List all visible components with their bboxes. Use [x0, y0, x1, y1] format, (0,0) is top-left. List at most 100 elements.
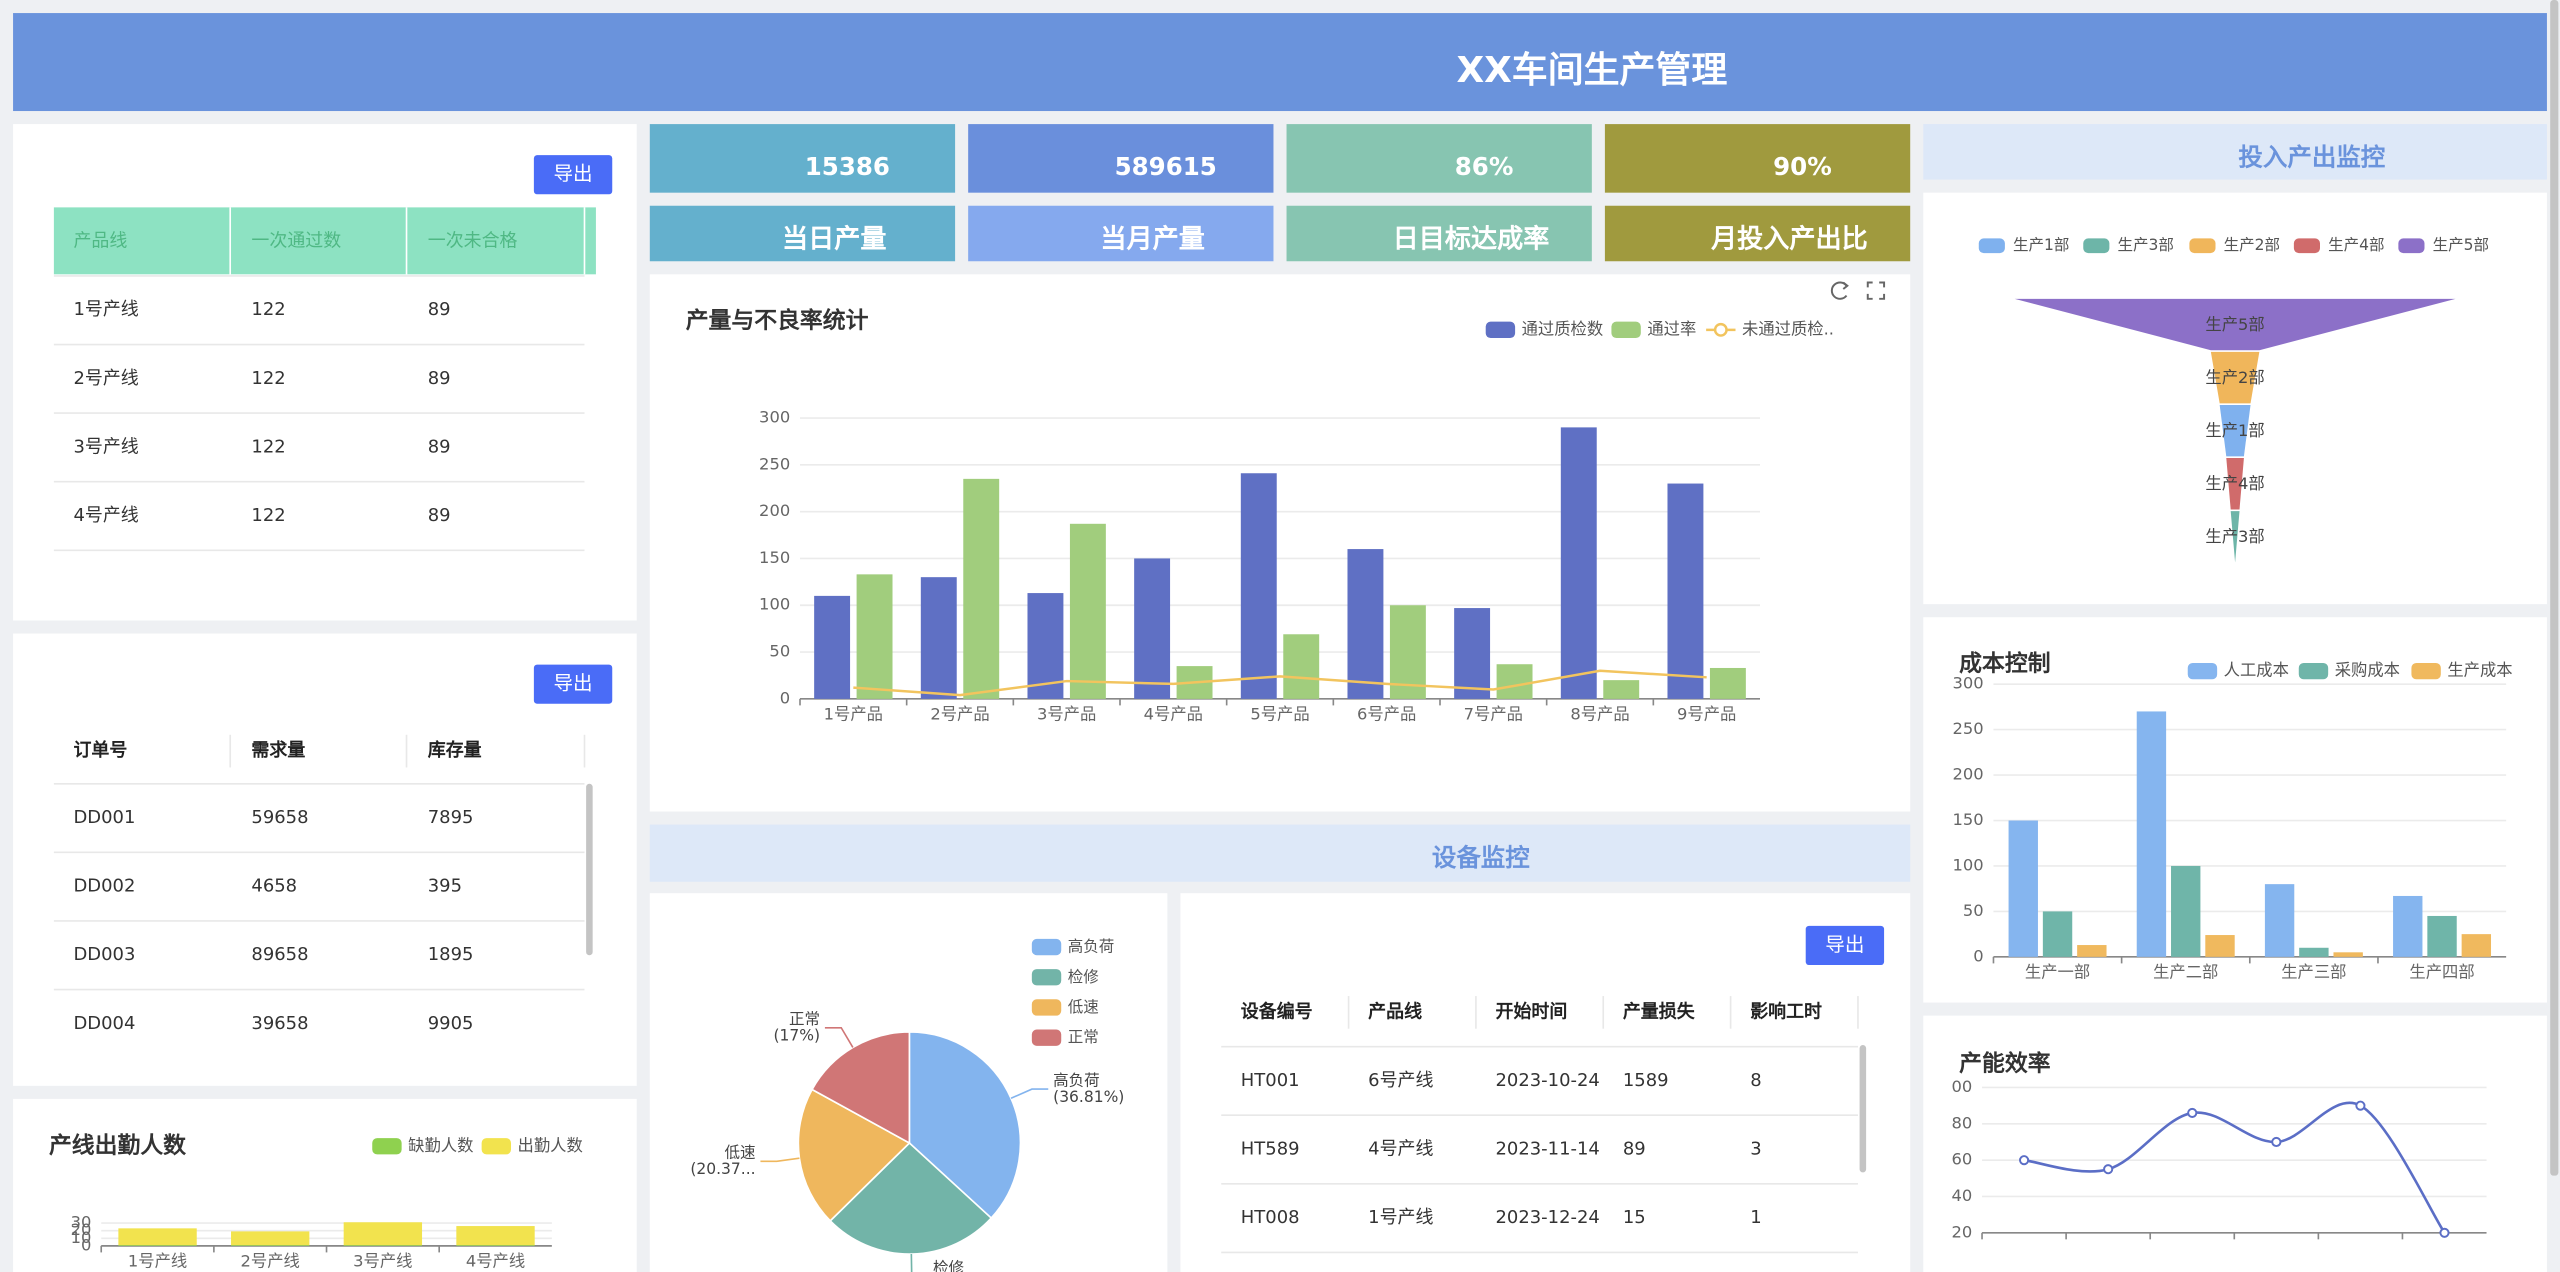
x-tick-label: 生产二部	[2153, 963, 2218, 982]
table-cell: 2号产线	[73, 368, 138, 389]
legend-marker	[2083, 238, 2110, 254]
slice-label: 检修	[933, 1259, 964, 1272]
y-tick-label: 0	[1973, 946, 1983, 965]
funnel-label: 生产5部	[2205, 315, 2264, 334]
y-tick-label: 300	[1953, 674, 1984, 693]
table-cell: 6号产线	[1368, 1070, 1433, 1091]
bar	[2205, 935, 2235, 957]
x-tick-label: 生产三部	[2281, 963, 2346, 982]
kpi-box	[1286, 205, 1592, 262]
table-cell: 89	[428, 299, 451, 320]
export-button[interactable]	[533, 664, 613, 704]
table-cell: HT589	[1241, 1139, 1300, 1160]
legend-marker	[2293, 238, 2320, 254]
funnel-label: 生产4部	[2205, 474, 2264, 493]
bar	[231, 1245, 310, 1246]
table-cell: 59658	[251, 807, 308, 828]
y-tick-label: 150	[759, 548, 790, 567]
legend-marker	[1031, 1029, 1062, 1046]
table-cell: 4号产线	[73, 505, 138, 526]
y-tick-label: 50	[769, 642, 790, 661]
bar	[1283, 634, 1320, 699]
y-tick-label: 20	[1951, 1222, 1972, 1241]
legend-label: 生产2部	[2224, 236, 2280, 254]
x-tick-label: 1号产品	[824, 705, 883, 724]
table-cell: 89	[428, 368, 451, 389]
export-button-label[interactable]: 导出	[553, 672, 592, 695]
x-tick-label: 2号产品	[930, 705, 989, 724]
y-tick-label: 250	[759, 454, 790, 473]
scrollbar[interactable]	[1859, 1045, 1867, 1173]
x-tick-label: 1号产线	[128, 1252, 187, 1271]
kpi-value: 15386	[805, 152, 890, 181]
table-cell: 122	[251, 299, 285, 320]
point	[2103, 1164, 2114, 1175]
bar	[920, 577, 957, 699]
kpi-value: 90%	[1773, 152, 1832, 181]
bar	[2427, 915, 2457, 957]
bar	[118, 1245, 197, 1246]
label-line	[760, 1157, 800, 1163]
page-title: XX车间生产管理	[1456, 50, 1727, 91]
bar	[2393, 895, 2423, 957]
y-tick-label: 0	[81, 1235, 91, 1254]
page-scrollbar[interactable]	[2550, 0, 2559, 1176]
point	[2187, 1107, 2198, 1118]
table-cell: 122	[251, 436, 285, 457]
table-cell: 9905	[428, 1013, 474, 1034]
legend-label: 缺勤人数	[408, 1136, 473, 1155]
panel	[1180, 893, 1911, 1272]
pie-slice	[908, 1031, 1022, 1220]
legend-label: 生产4部	[2328, 236, 2384, 254]
export-button[interactable]	[533, 155, 613, 195]
y-tick-label: 80	[1951, 1113, 1972, 1132]
legend-marker	[1031, 969, 1062, 986]
table-cell: 1	[1750, 1207, 1761, 1228]
funnel-segment	[2230, 511, 2240, 563]
label-line	[1010, 1088, 1049, 1100]
export-button-label[interactable]: 导出	[1825, 933, 1864, 956]
x-tick-label: 9号产品	[1677, 705, 1736, 724]
line-series	[853, 669, 1707, 697]
table-cell: 395	[428, 876, 462, 897]
kpi-label: 当月产量	[1100, 225, 1204, 255]
y-tick-label: 00	[1951, 1077, 1972, 1096]
slice-value-label: (20.37...	[690, 1160, 755, 1178]
table-cell: 15	[1623, 1207, 1646, 1228]
label-line	[910, 1254, 913, 1272]
legend-marker	[1978, 238, 2005, 254]
refresh-icon[interactable]	[1830, 281, 1849, 300]
point	[2355, 1100, 2366, 1111]
export-button-label[interactable]: 导出	[553, 162, 592, 185]
bar	[1603, 680, 1640, 699]
export-button[interactable]	[1805, 925, 1885, 966]
legend-marker	[2187, 662, 2218, 680]
table-cell: HT001	[1241, 1070, 1300, 1091]
column-header: 需求量	[251, 739, 305, 761]
table-cell: 89	[428, 505, 451, 526]
scrollbar[interactable]	[586, 783, 593, 956]
bar	[1667, 483, 1704, 699]
y-tick-label: 250	[1953, 719, 1984, 738]
bar	[2333, 952, 2363, 957]
chart-title: 成本控制	[1959, 650, 2050, 677]
table-cell: 1号产线	[1368, 1207, 1433, 1228]
x-tick-label: 3号产品	[1037, 705, 1096, 724]
table-cell: 122	[251, 368, 285, 389]
slice-value-label: (36.81%)	[1053, 1088, 1124, 1106]
bar	[2136, 711, 2167, 957]
fullscreen-icon[interactable]	[1866, 281, 1886, 300]
legend-label: 低速	[1068, 998, 1099, 1016]
table-cell: HT008	[1241, 1207, 1300, 1228]
y-tick-label: 200	[1953, 765, 1984, 784]
kpi-value: 589615	[1115, 152, 1217, 181]
kpi-box	[1286, 124, 1592, 193]
funnel-label: 生产2部	[2205, 368, 2264, 387]
column-header: 产量损失	[1623, 1000, 1696, 1022]
y-tick-label: 40	[1951, 1186, 1972, 1205]
legend-label: 生产3部	[2118, 236, 2174, 254]
y-tick-label: 100	[759, 595, 790, 614]
pie-slice	[829, 1141, 993, 1255]
y-tick-label: 300	[759, 408, 790, 427]
